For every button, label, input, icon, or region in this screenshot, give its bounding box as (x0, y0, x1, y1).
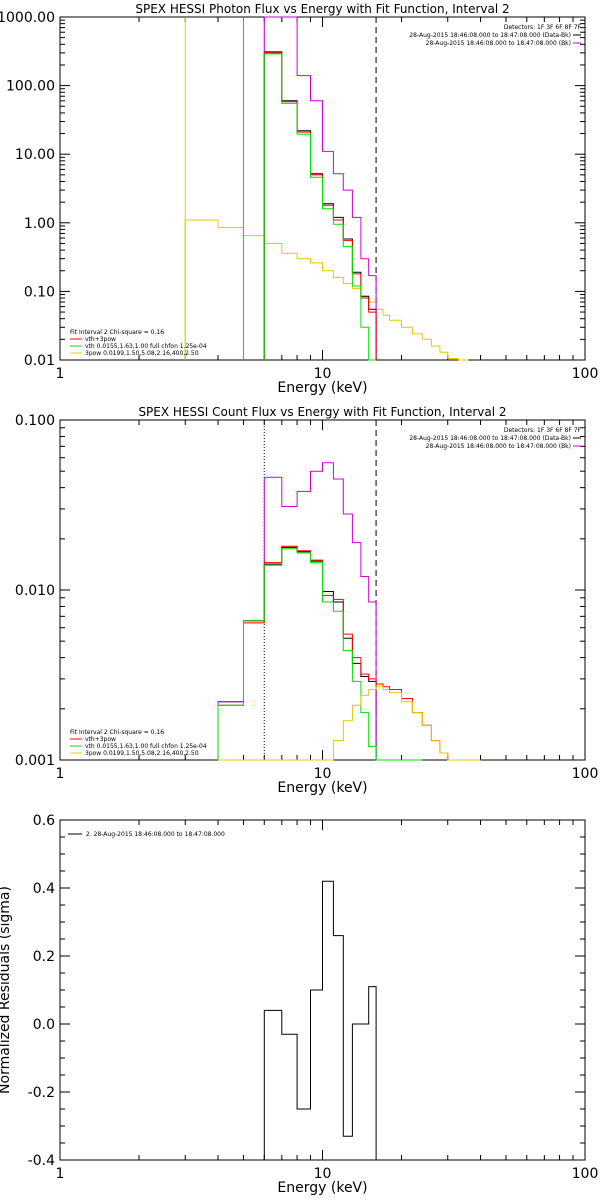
time-range-bk: 28-Aug-2015 18:46:08.000 to 18:47:08.000… (426, 40, 571, 47)
chart-panel-3: 1 10 100 Energy (keV) -0.4 -0.2 0.0 0.2 0.4 0.6 No… (0, 813, 598, 1196)
y-tick-label: 0.10 (24, 284, 55, 300)
y-tick-label: 0.01 (24, 353, 55, 369)
x-axis-label: Energy (keV) (277, 1180, 367, 1196)
x-axis-label: Energy (keV) (277, 780, 367, 796)
x-tick-label: 1 (56, 366, 65, 382)
legend-entry: vth+3pow (85, 736, 116, 743)
y-tick-label: 0.0 (33, 1017, 55, 1033)
legend-entry: vth 0.0155,1.63,1.00 full chfon 1.25e-04 (85, 343, 207, 350)
detectors-label: Detectors: 1F 3F 6F 8F 7F (504, 24, 582, 31)
x-tick-label: 10 (314, 766, 332, 782)
y-tick-label: 1000.00 (0, 10, 55, 26)
fit-info: Fit Interval 2 Chi-square = 0.16 (70, 729, 164, 736)
y-tick-label: 0.4 (33, 881, 55, 897)
series-1 (263, 51, 377, 360)
x-tick-label: 1 (56, 1166, 65, 1182)
legend-entry: 3pow 0.0199,1.50,5.08,2.16,400,2.50 (85, 350, 199, 357)
detectors-label: Detectors: 1F 3F 6F 8F 7F (504, 427, 582, 434)
y-tick-label: 10.00 (15, 147, 55, 163)
x-tick-label: 10 (314, 1166, 332, 1182)
x-tick-label: 100 (572, 1166, 599, 1182)
series-2 (263, 16, 377, 360)
chart-title: SPEX HESSI Count Flux vs Energy with Fit… (138, 405, 506, 419)
time-range-data-bk: 28-Aug-2015 18:46:08.000 to 18:47:08.000… (409, 435, 571, 442)
x-tick-label: 100 (572, 766, 599, 782)
series-5 (218, 686, 481, 761)
x-axis-label: Energy (keV) (277, 380, 367, 396)
y-tick-label: 100.00 (6, 79, 55, 95)
legend-entry: 3pow 0.0199,1.50,5.08,2.16,400,2.50 (85, 750, 199, 757)
y-tick-label: 0.010 (15, 583, 55, 599)
chart-panel-2: 1 10 100 Energy (keV) 0.001 0.010 0.100 SPEX HE… (15, 405, 598, 796)
y-axis-label: Normalized Residuals (sigma) (0, 886, 13, 1094)
chart-title: SPEX HESSI Photon Flux vs Energy with Fi… (135, 2, 509, 16)
series-3 (217, 545, 481, 761)
y-tick-label: -0.4 (28, 1153, 55, 1169)
y-tick-label: 0.6 (33, 813, 55, 829)
series-4 (217, 548, 423, 761)
legend-entry: 2. 28-Aug-2015 18:46:08.000 to 18:47:08.… (86, 831, 225, 838)
legend-entry: vth+3pow (85, 336, 116, 343)
legend-entry: vth 0.0155,1.63,1.00 full chfon 1.25e-04 (85, 743, 207, 750)
series-3pow (184, 219, 469, 361)
x-tick-label: 10 (314, 366, 332, 382)
fit-info: Fit Interval 2 Chi-square = 0.16 (70, 329, 164, 336)
chart-panel-1: 1 10 100 Energy (keV) 0.01 0.10 1.00 10.00 100.0… (0, 2, 598, 396)
y-tick-label: -0.2 (28, 1085, 55, 1101)
y-tick-label: 0.001 (15, 753, 55, 769)
time-range-bk: 28-Aug-2015 18:46:08.000 to 18:47:08.000… (426, 443, 571, 450)
series-1 (263, 880, 377, 1160)
time-range-data-bk: 28-Aug-2015 18:46:08.000 to 18:47:08.000… (409, 32, 571, 39)
series-4 (263, 53, 377, 361)
x-tick-label: 1 (56, 766, 65, 782)
series-3 (263, 52, 377, 360)
y-tick-label: 0.100 (15, 413, 55, 429)
y-tick-label: 1.00 (24, 216, 55, 232)
y-tick-label: 0.2 (33, 949, 55, 965)
x-tick-label: 100 (572, 366, 599, 382)
